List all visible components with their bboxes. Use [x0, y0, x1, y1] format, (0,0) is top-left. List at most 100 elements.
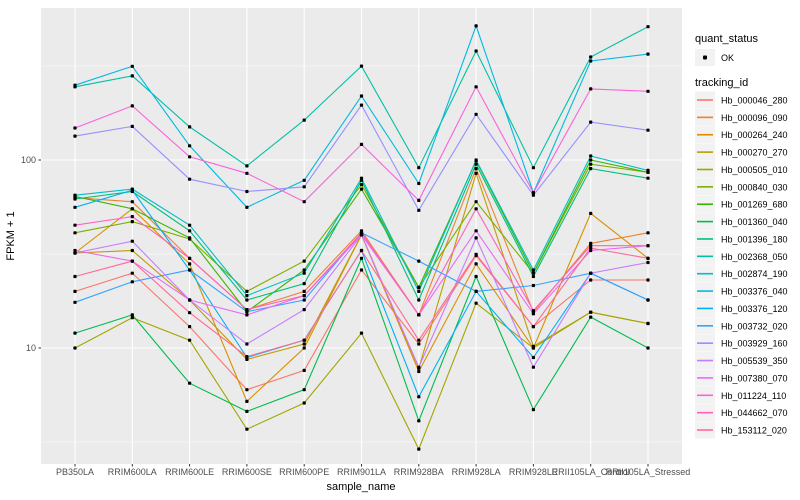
- data-point: [359, 183, 364, 187]
- series-points-Hb_003929_160: [73, 103, 650, 212]
- legend-item-Hb_000046_280: Hb_000046_280: [695, 91, 788, 109]
- data-point: [130, 124, 134, 128]
- legend-item-label: Hb_003376_040: [721, 287, 788, 297]
- data-point: [646, 278, 650, 282]
- legend-item-label: Hb_000096_090: [721, 113, 788, 123]
- data-point: [73, 193, 77, 197]
- data-point: [73, 197, 77, 201]
- legend-item-Hb_001269_680: Hb_001269_680: [695, 195, 788, 213]
- data-point: [474, 207, 478, 211]
- data-point: [589, 55, 593, 59]
- data-point: [474, 274, 478, 279]
- legend-item-Hb_000264_240: Hb_000264_240: [695, 126, 788, 144]
- data-point: [646, 260, 650, 265]
- y-tick-label: 100: [21, 155, 36, 165]
- data-point: [531, 355, 535, 360]
- data-point: [188, 381, 192, 385]
- data-point: [302, 200, 306, 204]
- data-point: [589, 154, 593, 158]
- data-point: [188, 298, 192, 302]
- data-point: [417, 298, 421, 302]
- legend-item-label: Hb_001269_680: [721, 200, 788, 210]
- series-points-Hb_002874_190: [73, 154, 650, 298]
- data-point: [73, 83, 77, 87]
- legend-item-Hb_003376_120: Hb_003376_120: [695, 299, 788, 317]
- data-point: [474, 289, 478, 293]
- legend-item-label: Hb_002874_190: [721, 269, 788, 279]
- legend-item-label: Hb_001360_040: [721, 217, 788, 227]
- legend-item-label: Hb_002368_050: [721, 252, 788, 262]
- series-points-Hb_011224_110: [73, 85, 650, 204]
- data-point: [646, 231, 650, 235]
- x-tick-label: RRIM901LA: [337, 467, 386, 477]
- data-point: [646, 52, 650, 56]
- legend-item-label: Hb_005539_350: [721, 356, 788, 366]
- data-point: [188, 144, 192, 148]
- data-point: [531, 365, 535, 369]
- data-point: [188, 177, 192, 181]
- data-point: [302, 268, 306, 272]
- data-point: [474, 262, 478, 266]
- data-point: [245, 294, 249, 298]
- data-point: [130, 248, 134, 253]
- data-point: [359, 231, 364, 235]
- data-point: [245, 289, 249, 293]
- data-point: [359, 268, 364, 272]
- x-tick-label: RRIM600PE: [279, 467, 329, 477]
- data-point: [417, 208, 421, 212]
- data-point: [417, 342, 421, 346]
- data-point: [589, 310, 593, 314]
- data-point: [531, 193, 535, 197]
- data-point: [245, 298, 249, 302]
- data-point: [130, 64, 134, 68]
- data-point: [646, 321, 650, 326]
- data-point: [359, 64, 364, 68]
- data-point: [73, 248, 77, 253]
- data-point: [474, 252, 478, 256]
- data-point: [73, 231, 77, 235]
- data-point: [130, 188, 134, 192]
- data-point: [589, 87, 593, 91]
- data-point: [646, 298, 650, 302]
- legend-item-label: Hb_003376_120: [721, 304, 788, 314]
- legend-item-label: Hb_153112_020: [721, 426, 787, 436]
- series-points: [73, 24, 650, 451]
- data-point: [417, 369, 421, 374]
- legend-tracking-title: tracking_id: [695, 77, 748, 89]
- series-points-Hb_001360_040: [73, 256, 650, 423]
- y-axis: 100 10: [21, 155, 41, 353]
- legend-quant-title: quant_status: [695, 33, 758, 45]
- data-point: [589, 315, 593, 319]
- data-point: [302, 282, 306, 286]
- legend-items: Hb_000046_280 Hb_000096_090 Hb_000264_240 H…: [695, 91, 788, 439]
- data-point: [73, 134, 77, 138]
- data-point: [130, 220, 134, 224]
- data-point: [245, 164, 249, 168]
- data-point: [359, 248, 364, 253]
- data-point: [188, 155, 192, 159]
- data-point: [359, 331, 364, 335]
- data-point: [245, 409, 249, 413]
- x-tick-label: RRII105LA_Control: [552, 467, 630, 477]
- data-point: [417, 181, 421, 186]
- legend-label-ok: OK: [721, 53, 734, 63]
- data-point: [474, 200, 478, 204]
- data-point: [245, 342, 249, 346]
- data-point: [188, 223, 192, 227]
- point-icon: [703, 55, 707, 60]
- data-point: [130, 259, 134, 263]
- data-point: [474, 171, 478, 175]
- data-point: [359, 103, 364, 107]
- data-point: [245, 308, 249, 312]
- data-point: [130, 280, 134, 284]
- legend-quant-status: quant_status OK: [695, 33, 758, 66]
- data-point: [302, 178, 306, 182]
- data-point: [245, 388, 249, 392]
- data-point: [417, 447, 421, 451]
- data-point: [646, 256, 650, 260]
- data-point: [474, 162, 478, 166]
- legend-item-label: Hb_011224_110: [721, 391, 786, 401]
- data-point: [589, 167, 593, 171]
- data-point: [359, 94, 364, 98]
- data-point: [474, 49, 478, 53]
